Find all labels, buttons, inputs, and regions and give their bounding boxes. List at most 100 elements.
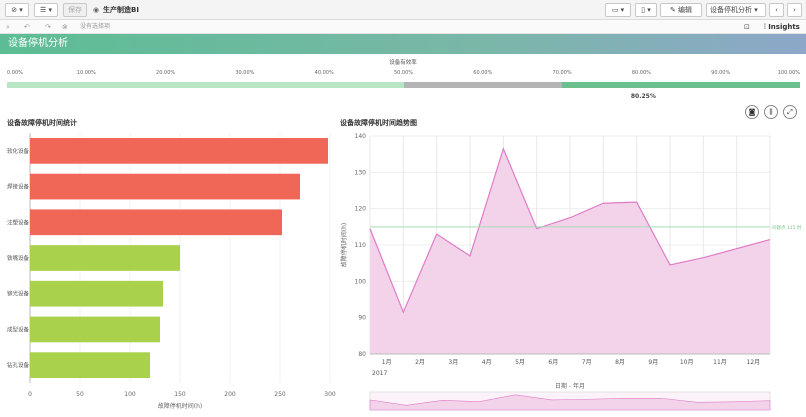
save-button[interactable]: 保存 <box>63 3 87 17</box>
bar-x-tick: 100 <box>124 391 136 398</box>
bar-category-label: 铁嘴设备 <box>7 254 30 262</box>
trend-x-tick: 11月 <box>713 359 727 366</box>
trend-x-tick: 10月 <box>680 359 694 366</box>
kpi-tick-label: 30.00% <box>235 70 255 76</box>
kpi-gauge-segment <box>562 82 800 88</box>
step-back-icon[interactable]: ↶ <box>24 23 30 31</box>
kpi-title: 设备有效率 <box>389 60 417 66</box>
trend-y-tick: 120 <box>355 206 367 213</box>
trend-x-axis-label: 日期 - 年月 <box>555 382 585 390</box>
device-button[interactable]: ▯ ▾ <box>635 3 657 17</box>
bar-x-tick: 200 <box>224 391 236 398</box>
bar[interactable] <box>30 209 282 236</box>
bar[interactable] <box>30 280 163 307</box>
bar-x-tick: 250 <box>274 391 286 398</box>
bar[interactable] <box>30 245 180 271</box>
bar-category-label: 铆光设备 <box>7 290 30 298</box>
trend-x-tick: 6月 <box>548 359 558 366</box>
compass-menu-button[interactable]: ⊘ ▾ <box>5 3 29 17</box>
kpi-tick-label: 80.00% <box>631 70 651 76</box>
range-navigator-area <box>369 394 771 411</box>
sheet-selector[interactable]: 设备停机分析 ▾ <box>706 3 766 17</box>
kpi-tick-label: 60.00% <box>473 70 493 76</box>
bar[interactable] <box>30 352 150 378</box>
edit-label: 编辑 <box>678 6 693 14</box>
bar-x-tick: 0 <box>28 391 32 398</box>
trend-y-tick: 80 <box>358 351 366 358</box>
snapshot-icon[interactable]: ◙ <box>745 105 759 119</box>
downtime-trend-chart[interactable]: 80 90 100 110 120 130 140 问题点 115 时 1月 2月 3月 4月 5月 6月… <box>336 128 806 417</box>
smart-search-icon[interactable]: ⊡ <box>744 23 750 31</box>
bar[interactable] <box>30 316 160 343</box>
trend-x-group-label: 2017 <box>372 370 387 377</box>
kpi-tick-label: 0.00% <box>7 70 23 76</box>
trend-x-tick: 8月 <box>615 359 625 366</box>
bar[interactable] <box>30 138 328 164</box>
kpi-tick-label: 20.00% <box>156 70 176 76</box>
insights-label: Insights <box>768 23 800 31</box>
trend-x-tick: 7月 <box>582 359 592 366</box>
bar-x-tick: 300 <box>324 391 336 398</box>
kpi-tick-label: 90.00% <box>711 70 731 76</box>
trend-chart-title: 设备故障停机时间趋势图 <box>340 119 417 127</box>
kpi-tick-label: 70.00% <box>552 70 572 76</box>
trend-y-tick: 110 <box>355 242 367 249</box>
kpi-value: 80.25% <box>630 93 656 100</box>
sheet-title: 设备停机分析 <box>8 38 68 49</box>
trend-x-tick: 1月 <box>382 359 392 366</box>
trend-y-tick: 140 <box>355 133 367 140</box>
trend-area[interactable] <box>370 148 770 354</box>
downtime-bar-chart[interactable]: 0 50 100 150 200 250 300 软化设备焊接设备注塑设备铁嘴设备铆光设备成型… <box>0 128 336 417</box>
trend-x-tick: 3月 <box>448 359 458 366</box>
app-title: 生产制造BI <box>103 6 139 14</box>
app-icon: ◉ <box>93 6 100 14</box>
bar-category-label: 注塑设备 <box>7 218 30 226</box>
explore-icon[interactable]: ⫼ <box>764 105 778 119</box>
next-sheet-button[interactable]: › <box>787 3 802 17</box>
kpi-tick-label: 50.00% <box>393 70 414 76</box>
sheet-banner: 设备停机分析 <box>0 34 806 54</box>
insights-icon: ⫶ <box>764 23 766 31</box>
bar-category-label: 钻孔设备 <box>7 361 30 369</box>
selection-toolbar: ⌕ ↶ ↷ ⊗ 没有选择项 ⊡ ⫶ Insights <box>0 20 806 34</box>
step-forward-icon[interactable]: ↷ <box>45 23 51 31</box>
trend-y-tick: 130 <box>355 169 367 176</box>
kpi-tick-label: 10.00% <box>76 70 96 76</box>
chevron-down-icon: ▾ <box>754 6 758 14</box>
lasso-select-icon[interactable]: ⌕ <box>6 23 10 31</box>
edit-button[interactable]: ✎ 编辑 <box>660 3 702 17</box>
clear-selections-icon[interactable]: ⊗ <box>62 23 68 31</box>
pencil-icon: ✎ <box>669 6 676 14</box>
trend-x-tick: 5月 <box>515 359 525 366</box>
bar-x-tick: 50 <box>76 391 84 398</box>
kpi-tick-label: 40.00% <box>314 70 334 76</box>
trend-x-tick: 2月 <box>415 359 425 366</box>
kpi-gauge-segment <box>7 82 404 88</box>
fullscreen-icon[interactable]: ⤢ <box>783 105 797 119</box>
top-toolbar: ⊘ ▾ ☰ ▾ 保存 ◉ 生产制造BI ▭ ▾ ▯ ▾ ✎ 编辑 设备停机分析 … <box>0 0 806 20</box>
bar[interactable] <box>30 173 300 200</box>
sheet-selector-label: 设备停机分析 <box>710 6 752 14</box>
bar-category-label: 焊接设备 <box>7 183 30 191</box>
bar-x-axis-label: 故障停机时间(h) <box>158 402 203 410</box>
bar-chart-title: 设备故障停机时间统计 <box>7 119 77 127</box>
trend-y-tick: 100 <box>355 278 367 285</box>
trend-line[interactable] <box>369 146 771 314</box>
bar-category-label: 软化设备 <box>7 147 30 155</box>
kpi-tick-label: 100.00% <box>777 70 800 76</box>
trend-x-tick: 9月 <box>648 359 658 366</box>
reference-line-label: 问题点 115 时 <box>772 224 802 231</box>
previous-sheet-button[interactable]: ‹ <box>769 3 784 17</box>
bar-x-tick: 150 <box>174 391 186 398</box>
kpi-gauge-bar <box>7 82 800 88</box>
insights-button[interactable]: ⫶ Insights <box>764 22 800 32</box>
selection-hint: 没有选择项 <box>80 23 111 30</box>
trend-x-tick: 4月 <box>482 359 492 366</box>
present-button[interactable]: ▭ ▾ <box>605 3 631 17</box>
list-menu-button[interactable]: ☰ ▾ <box>34 3 58 17</box>
trend-y-tick: 90 <box>358 315 366 322</box>
trend-y-axis-label: 故障停机时间(h) <box>340 223 348 268</box>
bar-category-label: 成型设备 <box>7 325 30 333</box>
kpi-gauge-segment <box>403 82 563 88</box>
trend-x-tick: 12月 <box>747 359 761 366</box>
